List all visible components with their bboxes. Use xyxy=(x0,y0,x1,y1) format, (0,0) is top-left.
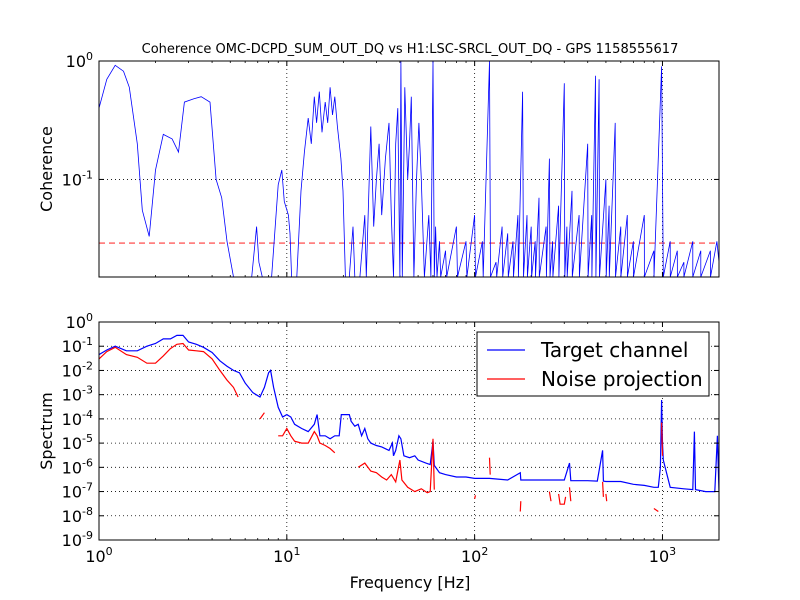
y-tick-label: 10-6 xyxy=(62,456,93,477)
y-tick-label: 10-7 xyxy=(62,481,93,502)
legend-label-0: Target channel xyxy=(540,338,688,362)
plot-frame-1 xyxy=(98,321,720,541)
x-tick-label: 103 xyxy=(649,545,676,566)
x-axis-label: Frequency [Hz] xyxy=(350,573,471,592)
y-tick-label: 10-4 xyxy=(62,408,93,429)
series-line-target-channel-1 xyxy=(99,334,719,493)
legend-box xyxy=(476,331,710,397)
y-tick-label: 10-3 xyxy=(62,384,93,405)
legend-label-1: Noise projection xyxy=(541,367,703,391)
y-tick-label: 10-1 xyxy=(62,168,93,189)
x-tick-label: 100 xyxy=(85,545,112,566)
y-tick-label: 100 xyxy=(66,311,93,332)
plot-frame-0 xyxy=(98,60,720,278)
x-tick-label: 101 xyxy=(273,545,300,566)
y-tick-label: 10-8 xyxy=(62,505,93,526)
y-axis-label-0: Coherence xyxy=(37,126,56,212)
y-tick-label: 10-9 xyxy=(62,529,93,550)
x-tick-label: 102 xyxy=(461,545,488,566)
y-tick-label: 10-5 xyxy=(62,432,93,453)
y-axis-label-1: Spectrum xyxy=(37,392,56,470)
figure-title: Coherence OMC-DCPD_SUM_OUT_DQ vs H1:LSC-… xyxy=(142,42,679,57)
y-tick-label: 10-1 xyxy=(62,335,93,356)
y-tick-label: 100 xyxy=(66,50,93,71)
y-tick-label: 10-2 xyxy=(62,359,93,380)
series-line-series-0 xyxy=(99,61,719,277)
